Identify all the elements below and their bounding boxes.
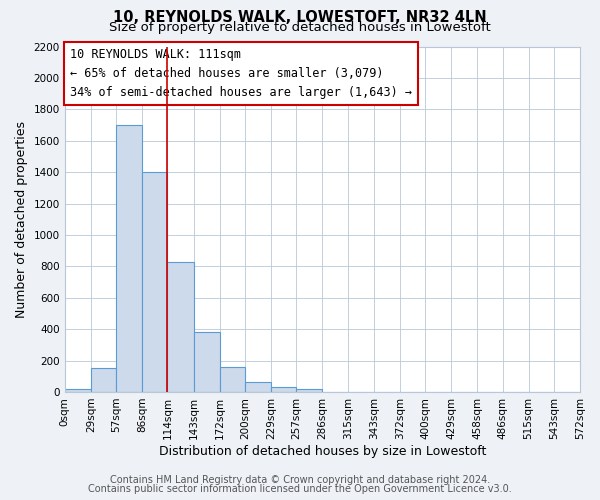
Text: Contains public sector information licensed under the Open Government Licence v3: Contains public sector information licen…	[88, 484, 512, 494]
Bar	[142, 172, 167, 392]
Bar	[220, 367, 245, 392]
Bar	[245, 382, 271, 392]
Y-axis label: Number of detached properties: Number of detached properties	[15, 120, 28, 318]
Bar	[271, 387, 296, 392]
Bar	[167, 262, 193, 392]
Text: Contains HM Land Registry data © Crown copyright and database right 2024.: Contains HM Land Registry data © Crown c…	[110, 475, 490, 485]
Bar	[91, 368, 116, 392]
Bar	[65, 389, 91, 392]
Bar	[116, 125, 142, 392]
Text: Size of property relative to detached houses in Lowestoft: Size of property relative to detached ho…	[109, 21, 491, 34]
Bar	[296, 389, 322, 392]
Text: 10, REYNOLDS WALK, LOWESTOFT, NR32 4LN: 10, REYNOLDS WALK, LOWESTOFT, NR32 4LN	[113, 10, 487, 25]
Text: 10 REYNOLDS WALK: 111sqm
← 65% of detached houses are smaller (3,079)
34% of sem: 10 REYNOLDS WALK: 111sqm ← 65% of detach…	[70, 48, 412, 99]
X-axis label: Distribution of detached houses by size in Lowestoft: Distribution of detached houses by size …	[158, 444, 486, 458]
Bar	[193, 332, 220, 392]
